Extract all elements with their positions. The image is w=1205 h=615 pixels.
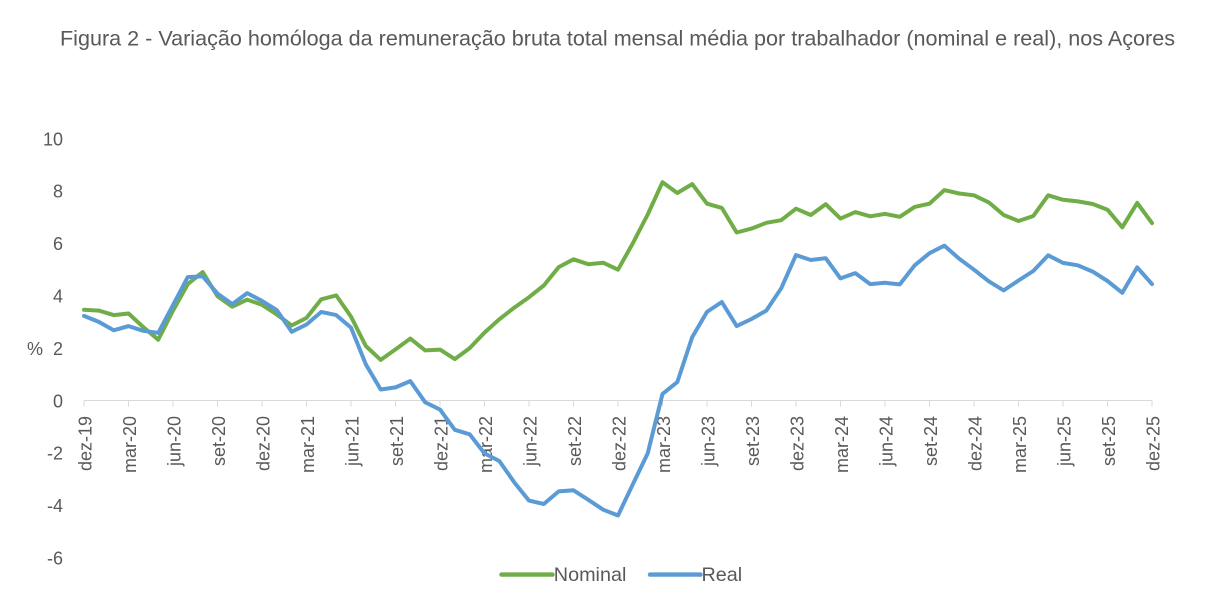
svg-text:-4: -4 — [47, 496, 63, 516]
svg-text:6: 6 — [53, 234, 63, 254]
svg-text:2: 2 — [53, 339, 63, 359]
svg-text:mar-24: mar-24 — [832, 416, 852, 473]
svg-text:set-20: set-20 — [209, 416, 229, 466]
svg-text:dez-24: dez-24 — [966, 416, 986, 471]
svg-text:set-24: set-24 — [921, 416, 941, 466]
svg-text:mar-25: mar-25 — [1010, 416, 1030, 473]
svg-text:jun-23: jun-23 — [699, 416, 719, 467]
svg-text:Real: Real — [702, 564, 743, 586]
svg-text:set-25: set-25 — [1099, 416, 1119, 466]
svg-text:mar-23: mar-23 — [654, 416, 674, 473]
svg-text:mar-20: mar-20 — [120, 416, 140, 473]
svg-text:set-21: set-21 — [387, 416, 407, 466]
svg-text:-6: -6 — [47, 549, 63, 569]
svg-text:jun-21: jun-21 — [343, 416, 363, 467]
svg-text:jun-20: jun-20 — [165, 416, 185, 467]
svg-text:0: 0 — [53, 391, 63, 411]
svg-text:dez-22: dez-22 — [610, 416, 630, 471]
svg-text:dez-19: dez-19 — [76, 416, 96, 471]
svg-text:dez-23: dez-23 — [788, 416, 808, 471]
svg-text:set-23: set-23 — [743, 416, 763, 466]
svg-text:mar-21: mar-21 — [298, 416, 318, 473]
svg-text:set-22: set-22 — [565, 416, 585, 466]
svg-text:8: 8 — [53, 182, 63, 202]
svg-text:%: % — [27, 339, 43, 359]
svg-text:Nominal: Nominal — [554, 564, 627, 586]
svg-text:jun-24: jun-24 — [877, 416, 897, 467]
svg-text:dez-25: dez-25 — [1144, 416, 1164, 471]
svg-text:jun-22: jun-22 — [521, 416, 541, 467]
svg-text:Figura 2 - Variação homóloga d: Figura 2 - Variação homóloga da remunera… — [60, 28, 1175, 51]
svg-text:-2: -2 — [47, 444, 63, 464]
svg-text:4: 4 — [53, 287, 63, 307]
svg-text:10: 10 — [43, 129, 63, 149]
svg-text:jun-25: jun-25 — [1055, 416, 1075, 467]
svg-text:dez-21: dez-21 — [432, 416, 452, 471]
svg-text:dez-20: dez-20 — [254, 416, 274, 471]
